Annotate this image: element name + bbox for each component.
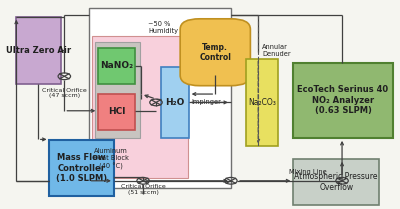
FancyBboxPatch shape xyxy=(88,8,231,188)
Text: Annular
Denuder: Annular Denuder xyxy=(262,44,291,57)
FancyBboxPatch shape xyxy=(180,19,250,86)
Text: Ultra Zero Air: Ultra Zero Air xyxy=(6,46,71,55)
Text: Critical Orifice
(47 sccm): Critical Orifice (47 sccm) xyxy=(42,88,87,98)
Text: Temp.
Control: Temp. Control xyxy=(199,43,231,62)
Text: Atmospheric Pressure
Overflow: Atmospheric Pressure Overflow xyxy=(294,172,378,191)
FancyBboxPatch shape xyxy=(16,17,61,84)
FancyBboxPatch shape xyxy=(50,140,114,196)
FancyBboxPatch shape xyxy=(98,48,135,84)
Text: NaNO₂: NaNO₂ xyxy=(100,61,133,70)
Text: Aluminum
Heat Block
(40 °C): Aluminum Heat Block (40 °C) xyxy=(93,148,129,169)
Text: H₂O: H₂O xyxy=(165,98,184,107)
FancyBboxPatch shape xyxy=(293,63,393,138)
FancyBboxPatch shape xyxy=(95,42,140,138)
FancyBboxPatch shape xyxy=(293,159,379,205)
Text: Impinger: Impinger xyxy=(191,99,221,105)
FancyBboxPatch shape xyxy=(246,59,278,146)
Text: Critical Orifice
(51 sccm): Critical Orifice (51 sccm) xyxy=(121,184,166,195)
Text: EcoTech Serinus 40
NO₂ Analyzer
(0.63 SLPM): EcoTech Serinus 40 NO₂ Analyzer (0.63 SL… xyxy=(298,85,388,115)
Text: Mass Flow
Controller
(1.0 SLPM): Mass Flow Controller (1.0 SLPM) xyxy=(56,153,107,183)
FancyBboxPatch shape xyxy=(92,36,188,178)
FancyBboxPatch shape xyxy=(98,94,135,130)
Text: HCl: HCl xyxy=(108,107,126,116)
FancyBboxPatch shape xyxy=(161,67,189,138)
Text: Na₂CO₃: Na₂CO₃ xyxy=(248,98,276,107)
Text: ~50 %
Humidity: ~50 % Humidity xyxy=(148,21,178,34)
Text: Mixing Line: Mixing Line xyxy=(289,169,327,175)
